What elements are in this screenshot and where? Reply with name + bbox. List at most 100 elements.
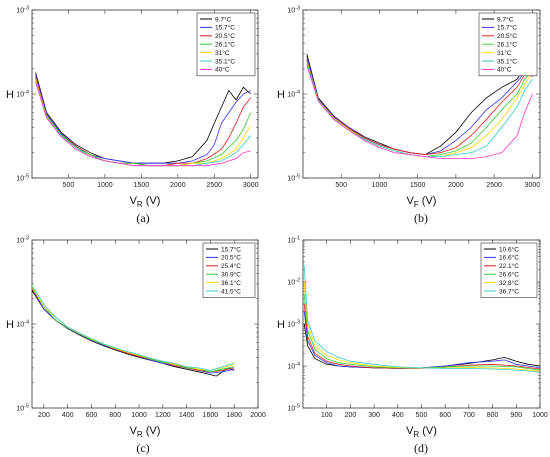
y-tick-label: 10-5 [16, 404, 29, 413]
x-tick-label: 400 [392, 412, 404, 419]
x-tick-label: 1500 [134, 182, 150, 189]
y-tick-label: 10-3 [16, 6, 29, 15]
x-axis-label: VF (V) [407, 195, 437, 209]
legend-entry: 35.1°C [215, 57, 235, 65]
x-tick-label: 400 [62, 412, 74, 419]
legend-entry: 16.6°C [499, 254, 519, 262]
x-axis-label: VR (V) [406, 425, 437, 439]
x-axis-label: VR (V) [130, 425, 161, 439]
legend-box [202, 242, 256, 298]
legend-entry: 30.9°C [221, 271, 241, 279]
legend-entry: 31°C [215, 49, 230, 57]
chart-panel-1: 10-5 10-4 10-3 500 1000 1500 2000 2500 3000 H VF (… [277, 6, 541, 225]
series-lines [32, 284, 235, 377]
y-axis-label: H [6, 319, 14, 331]
panel-caption: (d) [414, 441, 428, 455]
legend-entry: 26.1°C [215, 41, 235, 49]
legend-entry: 26.1°C [497, 41, 517, 49]
series-lines [303, 265, 540, 373]
legend-entry: 15.7°C [497, 24, 517, 32]
y-tick-label: 10-5 [287, 174, 300, 183]
x-axis-label: VR (V) [130, 195, 161, 209]
legend-entry: 9.7°C [497, 15, 514, 23]
legend-entry: 25.4°C [221, 262, 241, 270]
y-tick-label: 10-1 [287, 236, 300, 245]
legend-entry: 32.8°C [499, 279, 519, 287]
y-axis-label: H [277, 89, 285, 101]
y-tick-label: 10-3 [287, 6, 300, 15]
x-tick-label: 100 [321, 412, 333, 419]
legend-entry: 31°C [497, 49, 512, 57]
x-tick-label: 700 [463, 412, 475, 419]
legend-entry: 9.7°C [215, 15, 232, 23]
legend-entry: 36.7°C [499, 287, 519, 295]
x-tick-label: 600 [439, 412, 451, 419]
x-tick-label: 900 [510, 412, 522, 419]
y-tick-label: 10-2 [287, 278, 300, 287]
x-tick-label: 1000 [131, 412, 147, 419]
x-tick-label: 2000 [448, 182, 464, 189]
series-line [303, 303, 540, 370]
x-tick-label: 3000 [243, 182, 259, 189]
y-tick-label: 10-4 [287, 90, 300, 99]
series-line [303, 265, 540, 373]
x-tick-label: 800 [487, 412, 499, 419]
x-tick-label: 1200 [155, 412, 171, 419]
x-tick-label: 1400 [179, 412, 195, 419]
legend-entry: 10.6°C [499, 245, 519, 253]
legend-entry: 35.1°C [497, 57, 517, 65]
y-tick-label: 10-5 [287, 404, 300, 413]
x-tick-label: 500 [63, 182, 75, 189]
chart-panel-2: 10-5 10-4 10-3 200 400 600 800 1000 1200 1400 1600… [6, 236, 266, 456]
legend: 15.7°C20.5°C25.4°C30.9°C36.1°C41.5°C [202, 242, 256, 298]
series-line [35, 81, 251, 167]
x-tick-label: 500 [335, 182, 347, 189]
chart-panel-3: 10-5 10-4 10-3 10-2 10-1 100 200 300 400 500 600 70… [277, 236, 548, 456]
x-tick-label: 2000 [250, 412, 266, 419]
legend: 9.7°C15.7°C20.5°C26.1°C31°C35.1°C40°C [196, 12, 256, 77]
legend-entry: 20.5°C [221, 254, 241, 262]
y-tick-label: 10-4 [16, 90, 29, 99]
panel-caption: (b) [414, 211, 428, 225]
series-lines [35, 72, 252, 167]
series-line [306, 58, 533, 156]
x-tick-label: 1000 [532, 412, 548, 419]
panel-caption: (a) [136, 211, 149, 225]
x-tick-label: 200 [38, 412, 50, 419]
chart-panel-0: 10-5 10-4 10-3 500 1000 1500 2000 2500 3000 H VR (… [6, 6, 259, 226]
series-line [303, 294, 540, 371]
panel-caption: (c) [136, 441, 149, 455]
legend-entry: 15.7°C [215, 24, 235, 32]
y-tick-label: 10-4 [287, 362, 300, 371]
x-tick-label: 2500 [206, 182, 222, 189]
x-tick-label: 500 [416, 412, 428, 419]
legend-entry: 22.1°C [499, 262, 519, 270]
x-tick-label: 1600 [203, 412, 219, 419]
legend-entry: 36.1°C [221, 279, 241, 287]
series-line [303, 281, 540, 372]
x-tick-label: 3000 [525, 182, 541, 189]
legend-entry: 20.5°C [215, 32, 235, 40]
x-tick-label: 300 [368, 412, 380, 419]
legend-entry: 26.6°C [499, 271, 519, 279]
y-tick-label: 10-3 [287, 320, 300, 329]
legend-entry: 40°C [215, 66, 230, 74]
legend: 9.7°C15.7°C20.5°C26.1°C31°C35.1°C40°C [478, 12, 538, 77]
x-tick-label: 2500 [486, 182, 502, 189]
legend-box [480, 242, 538, 298]
x-tick-label: 200 [345, 412, 357, 419]
x-tick-label: 1000 [97, 182, 113, 189]
series-line [32, 284, 235, 371]
legend-entry: 20.5°C [497, 32, 517, 40]
legend-entry: 40°C [497, 66, 512, 74]
x-tick-label: 600 [86, 412, 98, 419]
legend-entry: 15.7°C [221, 245, 241, 253]
series-lines [306, 53, 533, 160]
series-line [306, 65, 533, 160]
legend-entry: 41.5°C [221, 287, 241, 295]
x-tick-label: 1000 [372, 182, 388, 189]
x-tick-label: 800 [109, 412, 121, 419]
y-tick-label: 10-3 [16, 236, 29, 245]
y-tick-label: 10-4 [16, 320, 29, 329]
